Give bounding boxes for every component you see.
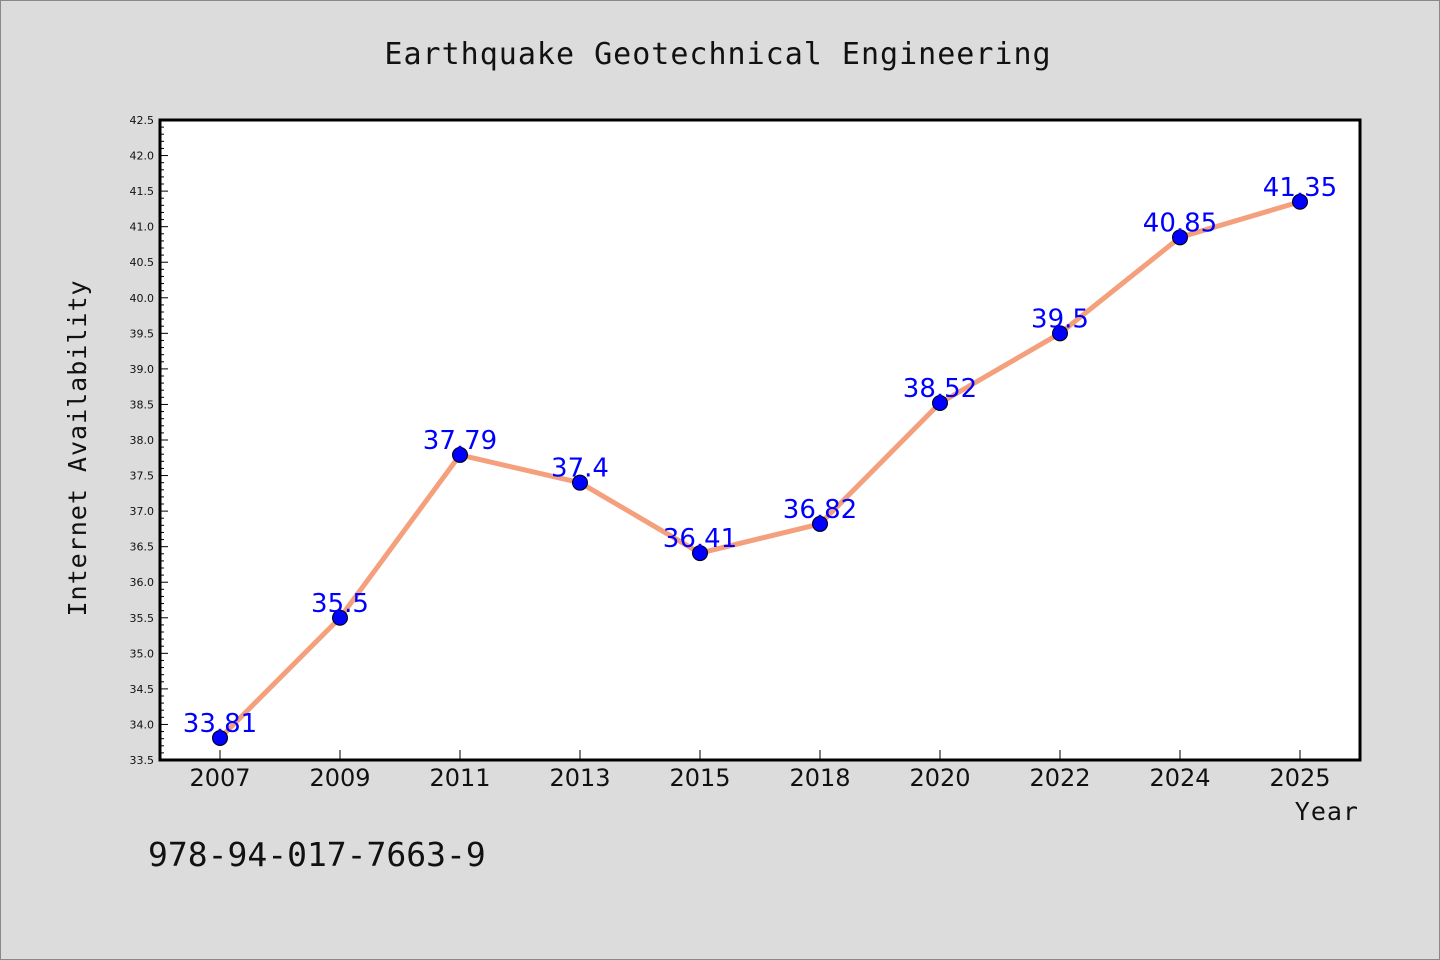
- y-tick-label: 36.5: [130, 541, 155, 554]
- data-point: [812, 515, 828, 532]
- chart-title: Earthquake Geotechnical Engineering: [384, 37, 1051, 72]
- x-tick-label: 2009: [309, 764, 370, 792]
- x-tick-label: 2025: [1269, 764, 1330, 792]
- x-tick-label: 2020: [909, 764, 970, 792]
- x-tick-label: 2018: [789, 764, 850, 792]
- x-axis: 2007 2009 2011 2013 2015 2018 2020 2022 2024 2025: [189, 750, 1331, 792]
- data-point: [572, 474, 588, 491]
- data-point: [332, 609, 348, 626]
- data-point: [1172, 229, 1188, 246]
- y-tick-label: 35.0: [130, 647, 155, 660]
- x-tick-label: 2024: [1149, 764, 1210, 792]
- y-tick-label: 42.5: [130, 114, 155, 127]
- y-tick-label: 41.5: [130, 185, 155, 198]
- y-tick-label: 37.0: [130, 505, 155, 518]
- data-point: [1052, 325, 1068, 342]
- data-label: 40.85: [1143, 208, 1217, 238]
- y-tick-label: 36.0: [130, 576, 155, 589]
- y-tick-label: 41.0: [130, 221, 155, 234]
- data-point: [932, 395, 948, 412]
- y-tick-label: 39.5: [130, 327, 155, 340]
- x-tick-label: 2022: [1029, 764, 1090, 792]
- x-axis-label: Year: [1295, 797, 1359, 826]
- y-tick-label: 35.5: [130, 612, 155, 625]
- data-point: [452, 446, 468, 463]
- data-labels: 33.81 35.5 37.79 37.4 36.41 36.82 38.52 39.5 40.…: [183, 173, 1337, 739]
- x-tick-label: 2013: [549, 764, 610, 792]
- x-tick-label: 2015: [669, 764, 730, 792]
- data-label: 38.52: [903, 374, 977, 404]
- y-tick-label: 37.5: [130, 470, 155, 483]
- y-axis: 33.5 34.0 34.5 35.0 35.5 36.0 36.5 37.0 37.5 38.0…: [130, 114, 168, 767]
- y-tick-label: 39.0: [130, 363, 155, 376]
- data-label: 41.35: [1263, 173, 1337, 203]
- x-tick-label: 2007: [189, 764, 250, 792]
- data-point: [1292, 193, 1308, 210]
- x-tick-label: 2011: [429, 764, 490, 792]
- y-tick-label: 38.0: [130, 434, 155, 447]
- y-tick-label: 34.0: [130, 718, 155, 731]
- series-line-group: [212, 193, 1308, 746]
- data-point: [212, 729, 228, 746]
- y-tick-label: 34.5: [130, 683, 155, 696]
- data-label: 37.79: [423, 426, 497, 456]
- data-label: 36.41: [663, 524, 737, 554]
- data-label: 39.5: [1031, 304, 1089, 334]
- y-tick-label: 40.0: [130, 292, 155, 305]
- data-label: 36.82: [783, 495, 857, 525]
- y-tick-label: 40.5: [130, 256, 155, 269]
- data-label: 37.4: [551, 454, 609, 484]
- y-tick-label: 38.5: [130, 398, 155, 411]
- plot-area: [158, 118, 1362, 762]
- y-tick-label: 42.0: [130, 150, 155, 163]
- data-label: 35.5: [311, 589, 369, 619]
- data-point: [692, 545, 708, 562]
- series-line: [217, 199, 1303, 741]
- isbn-text: 978-94-017-7663-9: [148, 835, 486, 874]
- y-axis-label: Internet Availability: [63, 279, 92, 616]
- data-label: 33.81: [183, 709, 257, 739]
- y-tick-label: 33.5: [130, 754, 155, 767]
